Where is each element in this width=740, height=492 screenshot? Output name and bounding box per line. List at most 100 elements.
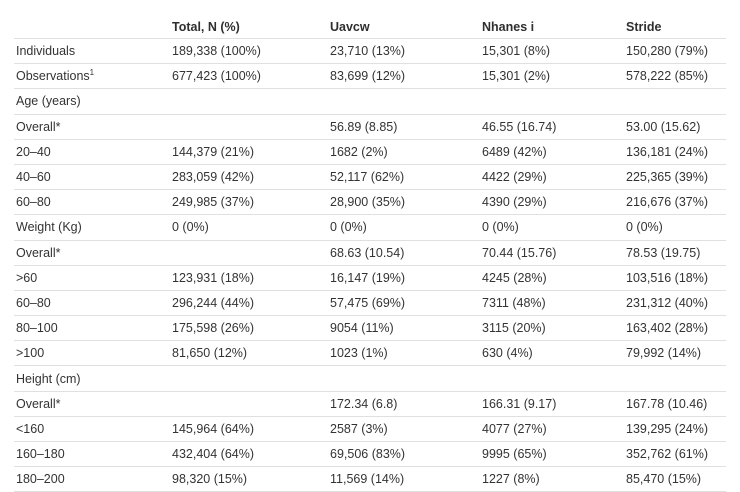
table-cell: 630 (4%) bbox=[482, 346, 533, 361]
row-label-text: Overall* bbox=[16, 245, 61, 260]
table-row: 40–60 283,059 (42%) 52,117 (62%) 4422 (29%)… bbox=[14, 163, 726, 189]
table-cell: 11,569 (14%) bbox=[330, 472, 405, 487]
table-cell: 70.44 (15.76) bbox=[482, 245, 557, 260]
table-cell: 3115 (20%) bbox=[482, 321, 546, 336]
table-row: 160–180 432,404 (64%) 69,506 (83%) 9995 (65… bbox=[14, 441, 726, 466]
table-cell: 83,699 (12%) bbox=[330, 69, 406, 84]
row-label: Overall* bbox=[14, 397, 172, 411]
row-label: Individuals bbox=[14, 44, 172, 58]
table-cell: 4077 (27%) bbox=[482, 421, 547, 436]
table-cell: 85,470 (15%) bbox=[626, 472, 702, 487]
row-label: >100 bbox=[14, 346, 172, 360]
table-cell: 2587 (3%) bbox=[330, 421, 388, 436]
table-cell: 0 (0%) bbox=[172, 220, 209, 235]
row-label-text: Observations bbox=[16, 69, 90, 84]
table-row: Overall* 68.63 (10.54) 70.44 (15.76) 78.53 … bbox=[14, 239, 726, 265]
header-cell-stride: Stride bbox=[626, 20, 662, 34]
table-cell: 78.53 (19.75) bbox=[626, 245, 701, 260]
table-cell: 79,992 (14%) bbox=[626, 346, 702, 361]
row-label-text: 20–40 bbox=[16, 144, 51, 159]
table-cell: 23,710 (13%) bbox=[330, 44, 406, 59]
table-cell: 352,762 (61%) bbox=[626, 447, 709, 462]
table-row: 80–100 175,598 (26%) 9054 (11%) 3115 (20%) 1… bbox=[14, 315, 726, 340]
row-label-text: Age (years) bbox=[16, 94, 81, 109]
row-label: Height (cm) bbox=[14, 372, 172, 386]
row-label-text: <160 bbox=[16, 421, 45, 436]
header-cell-nhanes: Nhanes i bbox=[482, 20, 535, 34]
table-cell: 225,365 (39%) bbox=[626, 170, 709, 185]
table-cell: 249,985 (37%) bbox=[172, 195, 255, 210]
table-row: 60–80 296,244 (44%) 57,475 (69%) 7311 (48%)… bbox=[14, 289, 726, 315]
row-label-text: >100 bbox=[16, 346, 45, 361]
row-label: 40–60 bbox=[14, 170, 172, 184]
table-cell: 578,222 (85%) bbox=[626, 69, 709, 84]
row-label-text: 60–80 bbox=[16, 195, 51, 210]
table-cell: 7311 (48%) bbox=[482, 295, 546, 310]
table-cell: 189,338 (100%) bbox=[172, 44, 261, 59]
table-row: 20–40 144,379 (21%) 1682 (2%) 6489 (42%) 136… bbox=[14, 138, 726, 164]
table-row: Individuals 189,338 (100%) 23,710 (13%) 15,… bbox=[14, 38, 726, 63]
row-label: 180–200 bbox=[14, 472, 172, 486]
row-label: Weight (Kg) bbox=[14, 220, 172, 234]
table-cell: 0 (0%) bbox=[626, 220, 663, 235]
table-cell: 15,301 (2%) bbox=[482, 69, 551, 84]
table-cell: 216,676 (37%) bbox=[626, 195, 709, 210]
table-cell: 68.63 (10.54) bbox=[330, 245, 405, 260]
row-label-text: Overall* bbox=[16, 396, 61, 411]
table-cell: 145,964 (64%) bbox=[172, 421, 255, 436]
row-label: 60–80 bbox=[14, 195, 172, 209]
table-cell: 4390 (29%) bbox=[482, 195, 547, 210]
row-label: 60–80 bbox=[14, 296, 172, 310]
table-cell: 172.34 (6.8) bbox=[330, 396, 398, 411]
table-cell: 16,147 (19%) bbox=[330, 270, 406, 285]
row-label: >60 bbox=[14, 271, 172, 285]
footnote-marker: 1 bbox=[89, 68, 95, 78]
table-cell: 98,320 (15%) bbox=[172, 472, 248, 487]
table-cell: 432,404 (64%) bbox=[172, 447, 255, 462]
table-row: <160 145,964 (64%) 2587 (3%) 4077 (27%) 139,… bbox=[14, 415, 726, 441]
table-cell: 1227 (8%) bbox=[482, 472, 540, 487]
row-label-text: 80–100 bbox=[16, 321, 58, 336]
row-label: Observations1 bbox=[14, 68, 172, 84]
table-cell: 0 (0%) bbox=[330, 220, 367, 235]
table-row: Observations1 677,423 (100%) 83,699 (12%) 1… bbox=[14, 63, 726, 88]
table-cell: 136,181 (24%) bbox=[626, 144, 709, 159]
table-cell: 150,280 (79%) bbox=[626, 44, 709, 59]
table-cell: 144,379 (21%) bbox=[172, 144, 255, 159]
table-cell: 231,312 (40%) bbox=[626, 295, 709, 310]
row-label: 80–100 bbox=[14, 321, 172, 335]
table-row: Overall* 56.89 (8.85) 46.55 (16.74) 53.00 (… bbox=[14, 113, 726, 139]
table-cell: 57,475 (69%) bbox=[330, 295, 406, 310]
row-label: Age (years) bbox=[14, 94, 172, 108]
header-cell-uavcw: Uavcw bbox=[330, 20, 370, 34]
table-row: 180–200 98,320 (15%) 11,569 (14%) 1227 (8%)… bbox=[14, 466, 726, 492]
row-label-text: Individuals bbox=[16, 44, 76, 59]
table-header: Total, N (%) Uavcw Nhanes i Stride bbox=[14, 16, 726, 38]
table-cell: 167.78 (10.46) bbox=[626, 396, 708, 411]
table-cell: 139,295 (24%) bbox=[626, 421, 709, 436]
table-row: Height (cm) bbox=[14, 365, 726, 390]
table-cell: 46.55 (16.74) bbox=[482, 119, 557, 134]
row-label-text: 160–180 bbox=[16, 447, 65, 462]
table-row: Overall* 172.34 (6.8) 166.31 (9.17) 167.78 … bbox=[14, 390, 726, 416]
row-label-text: 60–80 bbox=[16, 295, 51, 310]
table-cell: 52,117 (62%) bbox=[330, 170, 405, 185]
table-cell: 166.31 (9.17) bbox=[482, 396, 557, 411]
row-label-text: >60 bbox=[16, 270, 38, 285]
row-label-text: Overall* bbox=[16, 119, 61, 134]
row-label: Overall* bbox=[14, 120, 172, 134]
table-cell: 4245 (28%) bbox=[482, 270, 547, 285]
row-label-text: 180–200 bbox=[16, 472, 65, 487]
table-row: >60 123,931 (18%) 16,147 (19%) 4245 (28%) 10… bbox=[14, 264, 726, 290]
row-label-text: Weight (Kg) bbox=[16, 220, 82, 235]
table-cell: 1023 (1%) bbox=[330, 346, 388, 361]
table-cell: 81,650 (12%) bbox=[172, 346, 248, 361]
table-cell: 15,301 (8%) bbox=[482, 44, 551, 59]
table-cell: 677,423 (100%) bbox=[172, 69, 261, 84]
row-label: Overall* bbox=[14, 246, 172, 260]
table-cell: 0 (0%) bbox=[482, 220, 519, 235]
table-cell: 1682 (2%) bbox=[330, 144, 388, 159]
table-cell: 6489 (42%) bbox=[482, 144, 547, 159]
table-cell: 175,598 (26%) bbox=[172, 321, 255, 336]
table-row: Weight (Kg) 0 (0%) 0 (0%) 0 (0%) 0 (0%) bbox=[14, 214, 726, 239]
